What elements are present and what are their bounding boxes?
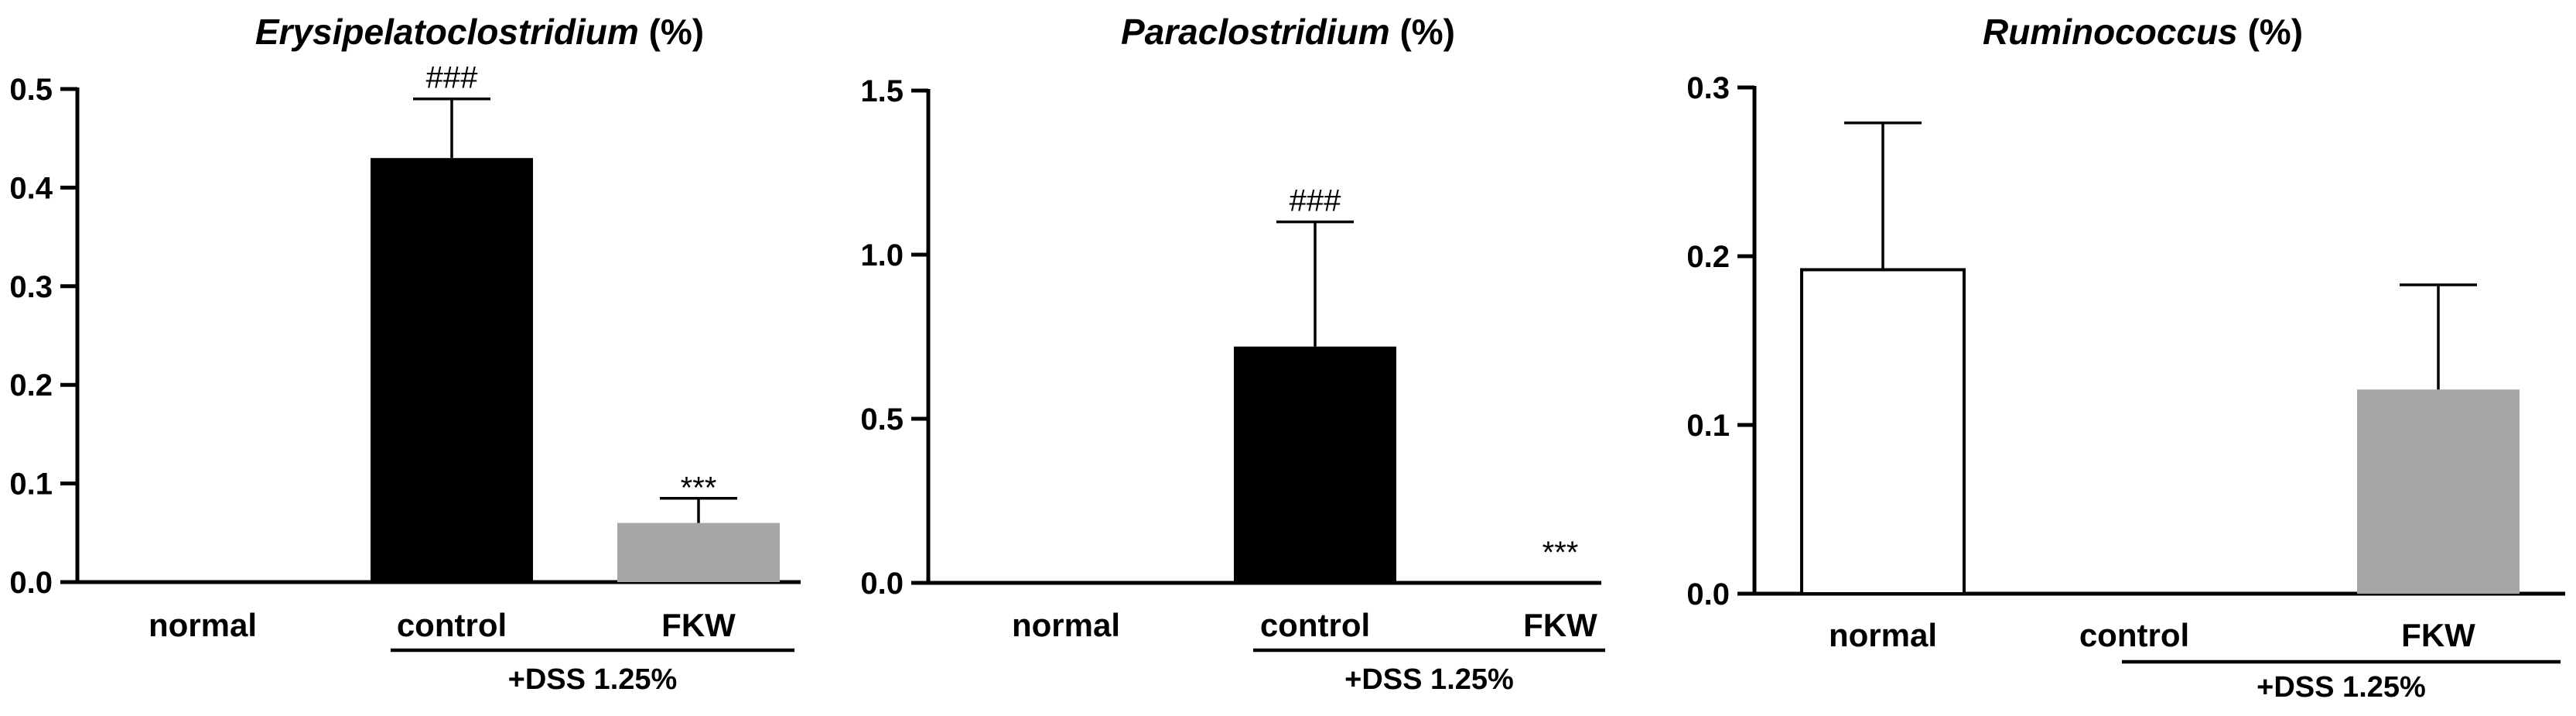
significance-FKW: *** xyxy=(681,471,717,505)
chart-title: Paraclostridium (%) xyxy=(1121,12,1455,52)
x-tick-label-normal: normal xyxy=(1829,617,1937,653)
chart-title-genus: Paraclostridium xyxy=(1121,12,1390,52)
significance-control: ### xyxy=(1290,184,1341,218)
bar-FKW xyxy=(617,522,780,582)
x-tick-label-normal: normal xyxy=(1012,607,1120,643)
x-tick-label-control: control xyxy=(2079,617,2189,653)
significance-control: ### xyxy=(426,61,478,95)
x-tick-label-FKW: FKW xyxy=(1523,607,1597,643)
y-tick-label: 0.3 xyxy=(9,270,53,304)
bar-control xyxy=(1234,346,1396,583)
x-tick-label-FKW: FKW xyxy=(2401,617,2475,653)
bar-normal xyxy=(1800,268,1966,595)
y-tick-label: 1.5 xyxy=(860,74,904,108)
bar-FKW xyxy=(2357,389,2520,594)
y-tick-label: 0.1 xyxy=(1686,409,1730,443)
panel-paraclostridium: Paraclostridium (%) 0.0 0.5 1.0 1.5 normal ##… xyxy=(860,12,1605,696)
y-tick-label: 0.1 xyxy=(9,468,53,502)
y-tick-label: 1.0 xyxy=(860,238,904,272)
panel-erysipelatoclostridium: Erysipelatoclostridium (%) 0.0 0.1 0.2 0.3 0… xyxy=(9,12,801,696)
chart-title-unit: (%) xyxy=(639,12,704,52)
y-tick-label: 0.3 xyxy=(1686,71,1730,105)
panel-ruminococcus: Ruminococcus (%) 0.0 0.1 0.2 0.3 normal contr… xyxy=(1686,12,2565,704)
x-tick-label-control: control xyxy=(1260,607,1370,643)
chart-title-unit: (%) xyxy=(2238,12,2303,52)
y-tick-label: 0.2 xyxy=(9,368,53,403)
chart-title-genus: Ruminococcus xyxy=(1983,12,2238,52)
chart-title-unit: (%) xyxy=(1390,12,1455,52)
chart-title: Erysipelatoclostridium (%) xyxy=(255,12,704,52)
y-tick-label: 0.0 xyxy=(860,567,904,601)
y-tick-label: 0.0 xyxy=(9,566,53,600)
significance-FKW: *** xyxy=(1543,536,1579,570)
group-label: +DSS 1.25% xyxy=(1344,663,1514,696)
chart-title-genus: Erysipelatoclostridium xyxy=(255,12,639,52)
x-tick-label-FKW: FKW xyxy=(661,607,736,643)
chart-title: Ruminococcus (%) xyxy=(1983,12,2303,52)
y-tick-label: 0.4 xyxy=(9,171,53,205)
y-tick-label: 0.5 xyxy=(860,403,904,437)
x-tick-label-control: control xyxy=(397,607,507,643)
y-tick-label: 0.2 xyxy=(1686,240,1730,274)
y-tick-label: 0.5 xyxy=(9,73,53,107)
bar-control xyxy=(371,158,533,582)
group-label: +DSS 1.25% xyxy=(508,663,678,696)
x-tick-label-normal: normal xyxy=(149,607,257,643)
group-label: +DSS 1.25% xyxy=(2257,671,2426,704)
y-tick-label: 0.0 xyxy=(1686,577,1730,612)
